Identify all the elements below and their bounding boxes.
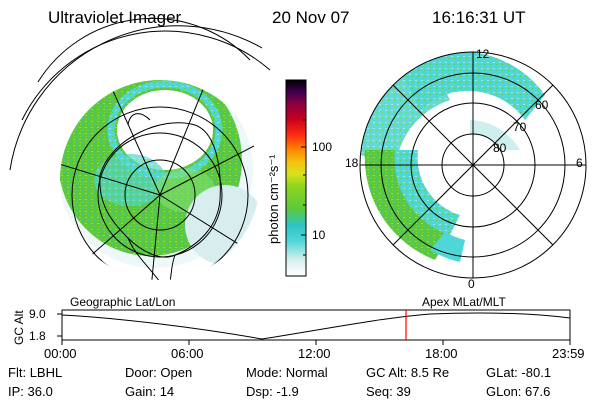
status-glat: GLat: -80.1 [486,365,551,380]
altitude-plot [57,309,571,345]
mlat-label-80: 80 [493,141,507,155]
status-mode-label: Mode: [246,365,283,380]
altitude-ylabel: GC Alt [12,310,26,345]
left-auroral-image [60,80,260,280]
status-glon-label: GLon: [486,384,522,399]
altitude-ytick-min: 1.8 [29,329,46,343]
status-dsp-value: -1.9 [276,384,299,399]
altitude-ytick-max: 9.0 [29,307,46,321]
mlt-label-12: 12 [476,47,490,61]
status-flt: Flt: LBHL [8,365,62,380]
status-flt-value: LBHL [29,365,63,380]
status-mode-value: Normal [285,365,328,380]
status-glon-value: 67.6 [525,384,551,399]
status-glon: GLon: 67.6 [486,384,550,399]
status-dsp-label: Dsp: [246,384,273,399]
date-label: 20 Nov 07 [272,8,350,27]
time-label: 16:16:31 UT [432,8,526,27]
mlt-label-18: 18 [345,156,359,170]
right-caption: Apex MLat/MLT [422,295,506,309]
status-dsp: Dsp: -1.9 [246,384,299,399]
status-door: Door: Open [125,365,192,380]
time-tick-1800: 18:00 [425,346,458,361]
status-seq: Seq: 39 [366,384,411,399]
colorbar-tick-100: 100 [312,140,333,154]
status-gc-alt-label: GC Alt: [366,365,408,380]
time-tick-1200: 12:00 [298,346,331,361]
status-gc-alt: GC Alt: 8.5 Re [366,365,449,380]
mlt-label-6: 6 [576,156,583,170]
mlt-label-0: 0 [468,277,475,291]
status-mode: Mode: Normal [246,365,328,380]
status-gc-alt-value: 8.5 Re [410,365,450,380]
status-ip-label: IP: [8,384,24,399]
geographic-map [9,18,271,280]
colorbar-tick-10: 10 [312,228,326,242]
status-glat-label: GLat: [486,365,518,380]
status-door-label: Door: [125,365,157,380]
altitude-curve [61,312,571,340]
color-bar [285,79,307,277]
time-tick-0000: 00:00 [44,346,77,361]
status-gain: Gain: 14 [125,384,174,399]
status-door-value: Open [160,365,193,380]
mlat-label-70: 70 [513,120,527,134]
time-tick-2359: 23:59 [552,346,585,361]
left-caption: Geographic Lat/Lon [70,295,176,309]
status-seq-value: 39 [396,384,411,399]
colorbar-unit-label: photon cm⁻²s⁻¹ [266,154,281,244]
time-tick-0600: 06:00 [171,346,204,361]
status-ip-value: 36.0 [27,384,53,399]
magnetic-map [359,51,587,279]
status-ip: IP: 36.0 [8,384,53,399]
status-glat-value: -80.1 [521,365,552,380]
status-seq-label: Seq: [366,384,393,399]
instrument-title: Ultraviolet Imager [48,8,182,27]
status-gain-value: 14 [159,384,175,399]
status-gain-label: Gain: [125,384,157,399]
status-flt-label: Flt: [8,365,27,380]
mlat-label-60: 60 [535,98,549,112]
